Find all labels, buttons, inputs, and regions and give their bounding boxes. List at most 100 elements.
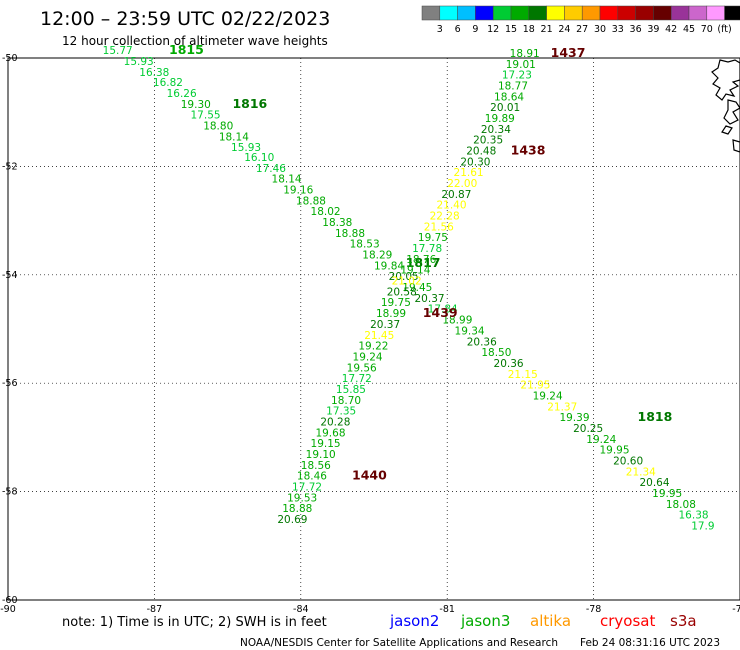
wave-height-label: 19.14 [400, 265, 430, 277]
wave-height-label: 18.53 [350, 239, 380, 251]
longitude-label: -75 [732, 604, 740, 615]
wave-height-label: 18.70 [331, 395, 361, 407]
wave-height-label: 16.82 [153, 77, 183, 89]
pass-time-label: 1817 [406, 255, 441, 270]
satellite-legend-item: cryosat [600, 612, 655, 630]
colorbar-swatch [617, 5, 636, 21]
pass-time-label: 1815 [169, 42, 204, 57]
colorbar-label: 24 [558, 24, 570, 35]
wave-height-label: 19.22 [358, 341, 388, 353]
colorbar-swatch [510, 5, 530, 21]
latitude-label: -58 [2, 487, 18, 498]
colorbar-swatch [706, 5, 725, 21]
longitude-label: -78 [586, 604, 602, 615]
wave-height-label: 21.40 [436, 200, 466, 212]
wave-height-label: 19.39 [559, 412, 589, 424]
wave-height-label: 21.02 [392, 276, 422, 288]
pass-time-label: 1437 [551, 45, 586, 60]
map-area: -90 -87 -84 -81 -78 -75 -50 -52 -54 -56 -58 -60 15.… [0, 42, 740, 615]
wave-height-label: 17.72 [342, 373, 372, 385]
wave-height-label: 18.14 [219, 131, 249, 143]
wave-height-label: 19.24 [533, 390, 563, 402]
wave-height-label: 20.64 [639, 477, 669, 489]
satellite-legend-item: s3a [670, 612, 697, 630]
colorbar-legend: 3 6 9 12 15 18 21 24 27 30 33 36 39 42 45 70 (ft) [421, 5, 740, 35]
wave-height-label: 19.89 [485, 113, 515, 125]
wave-height-label: 19.16 [283, 185, 313, 197]
colorbar-swatch [492, 5, 512, 21]
colorbar-swatch [475, 5, 494, 21]
wave-height-label: 19.68 [315, 427, 345, 439]
wave-height-label: 16.38 [679, 510, 709, 522]
wave-height-label: 18.50 [481, 347, 511, 359]
latitude-label: -54 [2, 270, 18, 281]
wave-height-label: 16.10 [244, 152, 274, 164]
wave-height-label: 18.99 [376, 308, 406, 320]
longitude-label: -90 [0, 604, 16, 615]
colorbar-label: (ft) [717, 24, 731, 35]
wave-height-label: 20.30 [460, 156, 490, 168]
latitude-label: -52 [2, 161, 18, 172]
satellite-legend-item: jason3 [460, 612, 510, 630]
wave-height-label: 18.99 [442, 315, 472, 327]
wave-height-label: 18.02 [311, 206, 341, 218]
wave-height-label: 18.08 [666, 499, 696, 511]
wave-height-label: 17.35 [326, 406, 356, 418]
wave-height-label: 20.35 [473, 135, 503, 147]
wave-height-label: 18.88 [282, 503, 312, 515]
wave-height-label: 20.37 [370, 319, 400, 331]
wave-height-label: 19.24 [353, 351, 383, 363]
wave-height-label: 21.61 [454, 167, 484, 179]
wave-height-label: 20.25 [573, 423, 603, 435]
satellite-track: 18.9119.0117.2318.7718.6420.0119.8920.34… [277, 45, 585, 526]
pass-time-label: 1816 [232, 96, 267, 111]
wave-height-label: 20.36 [467, 336, 497, 348]
wave-height-label: 18.56 [301, 460, 331, 472]
wave-height-label: 22.28 [430, 211, 460, 223]
colorbar-label: 21 [541, 24, 553, 35]
pass-time-label: 1818 [638, 409, 673, 424]
wave-height-label: 15.93 [231, 142, 261, 154]
wave-height-label: 19.34 [455, 325, 485, 337]
colorbar-swatch [653, 5, 672, 21]
wave-height-label: 20.05 [389, 271, 419, 283]
wave-height-label: 19.75 [381, 297, 411, 309]
wave-height-label: 17.72 [292, 482, 322, 494]
wave-height-label: 20.58 [387, 286, 417, 298]
wave-height-label: 19.15 [311, 438, 341, 450]
longitude-label: -81 [439, 604, 455, 615]
pass-time-label: 1438 [511, 142, 546, 157]
colorbar-label: 27 [576, 24, 588, 35]
wave-height-label: 19.95 [652, 488, 682, 500]
colorbar-label: 18 [523, 24, 535, 35]
wave-height-label: 21.34 [626, 466, 656, 478]
wave-height-label: 18.29 [362, 250, 392, 262]
wave-height-label: 18.38 [322, 217, 352, 229]
wave-height-label: 18.91 [510, 48, 540, 60]
wave-height-label: 16.38 [139, 67, 169, 79]
wave-height-label: 20.36 [494, 358, 524, 370]
colorbar-label: 3 [437, 24, 443, 35]
latitude-label: -50 [2, 53, 18, 64]
wave-height-label: 18.88 [335, 228, 365, 240]
wave-height-label: 21.37 [547, 401, 577, 413]
wave-height-label: 19.53 [287, 492, 317, 504]
colorbar-label: 30 [594, 24, 606, 35]
wave-height-label: 18.88 [296, 195, 326, 207]
satellite-legend-item: jason2 [389, 612, 439, 630]
wave-height-label: 15.93 [124, 56, 154, 68]
wave-height-label: 20.37 [415, 293, 445, 305]
wave-height-label: 20.34 [481, 124, 511, 136]
footer-credit: NOAA/NESDIS Center for Satellite Applica… [240, 637, 558, 649]
wave-height-label: 17.23 [502, 70, 532, 82]
wave-height-label: 19.24 [586, 434, 616, 446]
wave-height-label: 17.84 [428, 304, 458, 316]
colorbar-swatch [688, 5, 708, 21]
colorbar-swatch [528, 5, 547, 21]
colorbar-swatch [724, 5, 740, 21]
colorbar-label: 45 [683, 24, 695, 35]
colorbar-swatch [564, 5, 583, 21]
wave-height-label: 17.46 [256, 163, 286, 175]
longitude-label: -87 [147, 604, 163, 615]
